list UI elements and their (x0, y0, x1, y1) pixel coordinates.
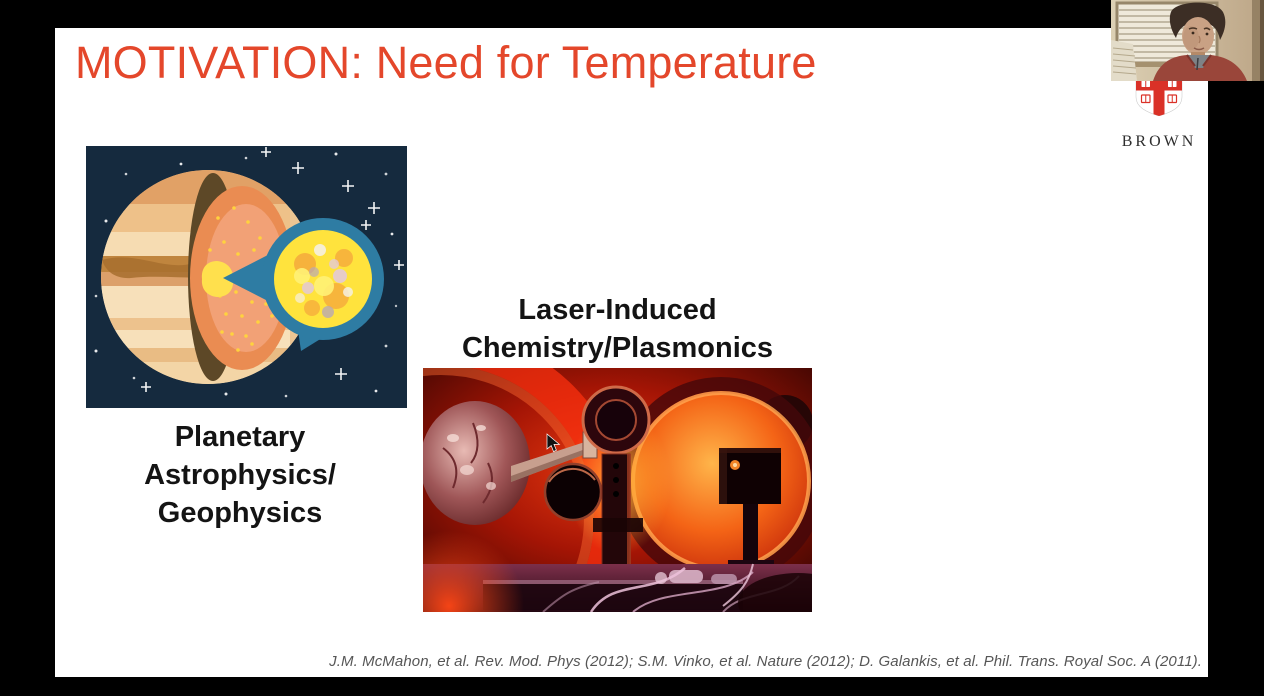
brown-wordmark: BROWN (1121, 133, 1197, 150)
crest-book-icons (1140, 79, 1178, 104)
slide-title: MOTIVATION: Need for Temperature (75, 37, 817, 88)
presentation-slide: MOTIVATION: Need for Temperature (55, 28, 1208, 677)
laser-caption-line: Chemistry/Plasmonics (461, 332, 774, 364)
magnifier-callout-icon (223, 218, 384, 351)
planet-cutaway-icon (86, 146, 407, 408)
citation-text: J.M. McMahon, et al. Rev. Mod. Phys (201… (329, 653, 1202, 670)
laser-caption-line: Laser-Induced (518, 294, 717, 326)
planet-caption-line: Astrophysics/ (144, 459, 336, 491)
presenter-webcam-icon (1111, 0, 1264, 81)
planet-caption-line: Geophysics (157, 497, 323, 529)
foil-target (423, 401, 530, 525)
planet-core (201, 261, 234, 297)
presenter-figure (1153, 2, 1247, 81)
planet-caption: Planetary Astrophysics/ Geophysics (115, 418, 365, 532)
planet-interior-illustration (86, 146, 407, 408)
brown-crest-icon (1135, 76, 1183, 116)
laser-caption: Laser-Induced Chemistry/Plasmonics (455, 291, 780, 367)
laser-lab-photo (423, 368, 812, 612)
sparkle-icons (141, 147, 404, 392)
planet-caption-line: Planetary (174, 421, 306, 453)
star-icons (94, 152, 398, 398)
paper-stack (1111, 40, 1137, 81)
optic-mount (581, 385, 651, 584)
mouse-cursor-icon (546, 433, 561, 453)
brown-logo: BROWN (1084, 76, 1234, 154)
presenter-webcam (1111, 0, 1264, 81)
laser-chamber-icon (423, 368, 812, 612)
cube-detector (719, 448, 781, 570)
